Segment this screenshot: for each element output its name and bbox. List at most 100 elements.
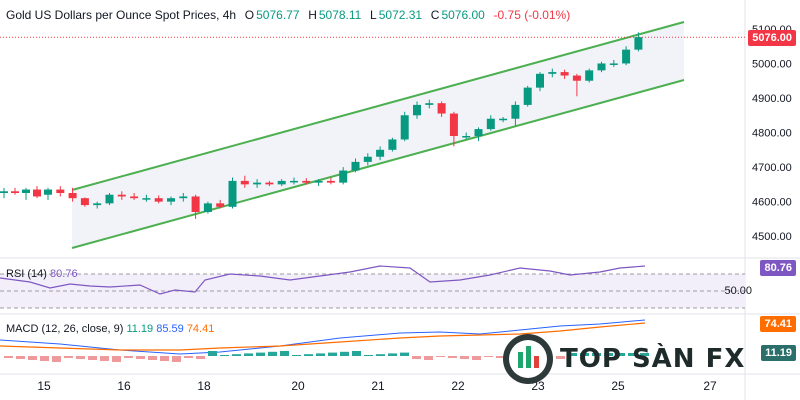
y-tick-label: 4500.00 bbox=[752, 231, 792, 243]
candle bbox=[93, 203, 102, 206]
x-tick-label: 18 bbox=[197, 379, 211, 393]
watermark-logo: TOP SÀN FX bbox=[498, 330, 798, 388]
rsi-mid-label: 50.00 bbox=[724, 285, 752, 297]
macd-histogram-bar bbox=[628, 353, 637, 356]
candle bbox=[44, 189, 52, 195]
macd-histogram-bar bbox=[88, 356, 97, 360]
channel-fill bbox=[72, 22, 684, 248]
candle bbox=[179, 196, 188, 199]
macd-histogram-bar bbox=[388, 353, 397, 356]
rsi-title-block: RSI (14) 80.76 bbox=[6, 268, 78, 280]
candle bbox=[376, 149, 385, 157]
high-value: 5078.11 bbox=[318, 8, 362, 22]
macd-histogram-bar bbox=[4, 356, 13, 358]
candle bbox=[425, 103, 434, 105]
candle bbox=[117, 194, 126, 197]
candle bbox=[449, 113, 458, 136]
macd-histogram-bar bbox=[460, 356, 469, 359]
macd-histogram-bar bbox=[244, 353, 253, 356]
candle bbox=[277, 180, 286, 185]
symbol-header: Gold US Dollars per Ounce Spot Prices, 4… bbox=[6, 8, 572, 22]
candle bbox=[585, 70, 594, 81]
candle bbox=[351, 161, 360, 171]
macd-histogram-bar bbox=[196, 356, 205, 359]
candle bbox=[142, 198, 151, 200]
low-value: 5072.31 bbox=[378, 8, 423, 22]
macd-histogram-bar bbox=[100, 356, 109, 361]
y-tick-label: 4900.00 bbox=[752, 93, 792, 105]
candle bbox=[253, 182, 262, 185]
macd-value-3: 74.41 bbox=[186, 323, 215, 335]
macd-histogram-bar bbox=[232, 354, 241, 356]
macd-histogram-bar bbox=[448, 356, 457, 358]
macd-histogram-bar bbox=[352, 351, 361, 356]
macd-histogram-bar bbox=[328, 352, 337, 356]
rsi-line bbox=[0, 265, 646, 295]
channel-upper-line bbox=[71, 21, 685, 191]
x-tick-label: 15 bbox=[37, 379, 51, 393]
watermark-text: TOP SÀN FX bbox=[560, 344, 746, 374]
macd-histogram-bar bbox=[640, 353, 649, 356]
pre-candle bbox=[33, 189, 41, 197]
macd-histogram-bar bbox=[604, 353, 613, 356]
macd-histogram-bar bbox=[52, 356, 61, 362]
close-label: C bbox=[430, 8, 440, 22]
candle bbox=[240, 180, 249, 185]
candle bbox=[499, 118, 508, 121]
macd-histogram-bar bbox=[292, 355, 301, 356]
macd-histogram-bar bbox=[400, 352, 409, 356]
macd-histogram-bar bbox=[616, 353, 625, 356]
macd-histogram-bar bbox=[412, 356, 421, 359]
candle bbox=[203, 203, 212, 212]
macd-histogram-bar bbox=[64, 356, 73, 358]
macd-histogram-bar bbox=[496, 356, 505, 358]
candle bbox=[290, 180, 298, 183]
rsi-value: 80.76 bbox=[50, 268, 78, 280]
pre-candle bbox=[22, 189, 30, 193]
macd-histogram-bar bbox=[436, 356, 445, 357]
pre-candle bbox=[11, 191, 19, 193]
candle bbox=[326, 180, 335, 183]
macd-histogram-bar bbox=[124, 356, 133, 358]
candle bbox=[154, 198, 163, 202]
y-tick-label: 4800.00 bbox=[752, 128, 792, 140]
candle bbox=[462, 136, 471, 138]
y-tick-label: 4700.00 bbox=[752, 162, 792, 174]
candle bbox=[548, 72, 557, 74]
macd-histogram-bar bbox=[172, 356, 181, 362]
candle bbox=[597, 63, 606, 71]
macd-histogram-bar bbox=[472, 356, 481, 360]
candle bbox=[634, 37, 643, 50]
macd-value-2: 85.59 bbox=[156, 323, 184, 335]
bull-logo-icon bbox=[503, 334, 553, 384]
channel-lower-line bbox=[71, 79, 685, 249]
macd-hist-badge: 11.19 bbox=[761, 345, 796, 361]
rsi-badge: 80.76 bbox=[760, 260, 796, 276]
symbol-title: Gold US Dollars per Ounce Spot Prices, 4… bbox=[6, 8, 237, 22]
candle bbox=[130, 196, 139, 199]
candle bbox=[105, 194, 114, 204]
y-tick-label: 5000.00 bbox=[752, 58, 792, 70]
candle bbox=[265, 182, 274, 185]
macd-histogram-bar bbox=[208, 351, 217, 356]
macd-histogram-bar bbox=[592, 353, 601, 356]
candle bbox=[363, 156, 372, 162]
candle bbox=[80, 198, 89, 206]
macd-histogram-bar bbox=[316, 353, 325, 356]
pre-candle bbox=[0, 191, 8, 193]
rsi-title: RSI (14) bbox=[6, 268, 47, 280]
candle bbox=[302, 180, 311, 183]
candle bbox=[609, 63, 618, 65]
macd-histogram-bar bbox=[160, 356, 169, 361]
candle bbox=[474, 129, 483, 136]
candle bbox=[511, 104, 520, 119]
x-tick-label: 20 bbox=[291, 379, 305, 393]
candle bbox=[56, 189, 65, 193]
signal-line bbox=[0, 322, 646, 351]
macd-title-block: MACD (12, 26, close, 9) 11.19 85.59 74.4… bbox=[6, 323, 214, 335]
macd-histogram-bar bbox=[40, 356, 49, 361]
x-tick-label: 21 bbox=[371, 379, 385, 393]
macd-histogram-bar bbox=[304, 354, 313, 356]
x-tick-label: 25 bbox=[611, 379, 625, 393]
